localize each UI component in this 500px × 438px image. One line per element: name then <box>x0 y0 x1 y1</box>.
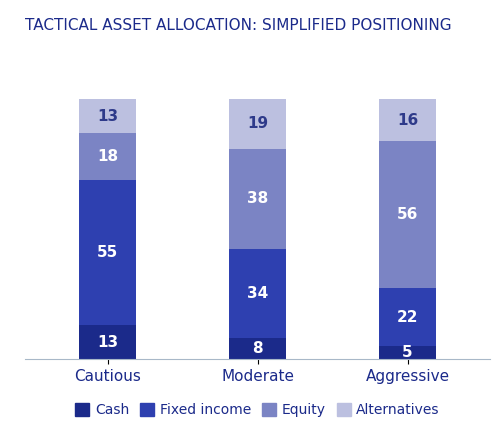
Bar <box>229 338 286 359</box>
Text: 34: 34 <box>247 286 268 301</box>
Text: 13: 13 <box>97 109 118 124</box>
Text: 8: 8 <box>252 341 263 356</box>
Text: 18: 18 <box>97 149 118 164</box>
Bar <box>229 249 286 338</box>
Bar <box>79 99 136 133</box>
Bar <box>379 288 436 346</box>
Bar <box>229 149 286 249</box>
Text: 56: 56 <box>397 207 418 222</box>
Text: 13: 13 <box>97 335 118 350</box>
Text: 22: 22 <box>397 310 418 325</box>
Text: TACTICAL ASSET ALLOCATION: SIMPLIFIED POSITIONING: TACTICAL ASSET ALLOCATION: SIMPLIFIED PO… <box>25 18 452 33</box>
Bar <box>79 180 136 325</box>
Bar <box>79 133 136 180</box>
Bar <box>229 99 286 149</box>
Bar <box>379 141 436 288</box>
Text: 55: 55 <box>97 245 118 260</box>
Bar <box>379 346 436 359</box>
Text: 16: 16 <box>397 113 418 127</box>
Text: 5: 5 <box>402 345 413 360</box>
Bar <box>79 325 136 359</box>
Legend: Cash, Fixed income, Equity, Alternatives: Cash, Fixed income, Equity, Alternatives <box>70 398 445 423</box>
Text: 38: 38 <box>247 191 268 206</box>
Bar <box>379 99 436 141</box>
Text: 19: 19 <box>247 117 268 131</box>
